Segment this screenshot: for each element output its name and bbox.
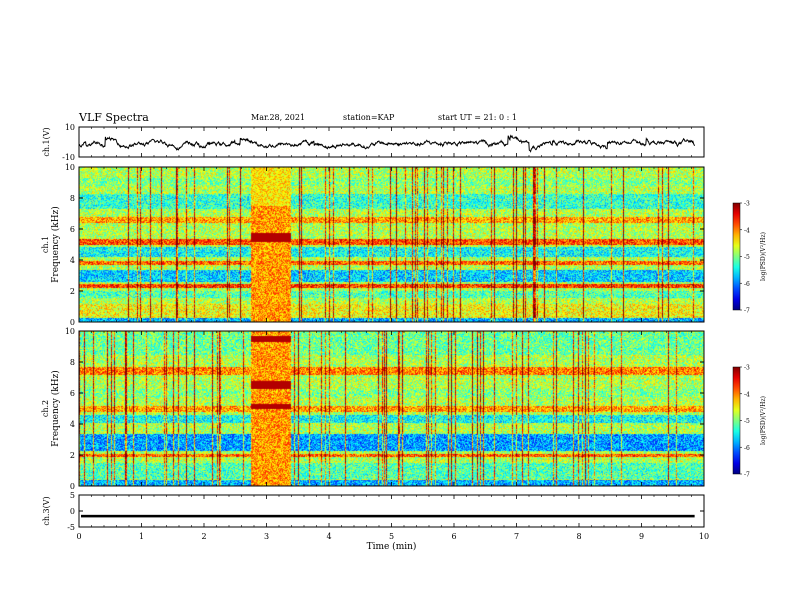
spec-ytick-label: 6 xyxy=(70,225,75,234)
x-tick-label: 2 xyxy=(201,532,206,541)
x-tick-label: 10 xyxy=(699,532,709,541)
colorbar-tick-label: -6 xyxy=(744,281,750,288)
ch3-ytick-label: 5 xyxy=(70,491,75,500)
spectrogram-ch2 xyxy=(79,331,704,486)
panel-frame-1 xyxy=(78,126,705,158)
x-tick-label: 8 xyxy=(576,532,581,541)
spec-ylabel: Frequency (kHz) xyxy=(50,370,61,447)
colorbar-label: log(PSD)(V²/Hz) xyxy=(760,232,767,281)
colorbar-tick-label: -7 xyxy=(744,472,750,479)
x-tick-label: 1 xyxy=(139,532,144,541)
x-tick-label: 5 xyxy=(389,532,394,541)
spec-channel-label: ch.1 xyxy=(41,236,50,253)
ch1-waveform xyxy=(78,134,696,153)
ch3-ylabel: ch.3(V) xyxy=(42,496,51,525)
spectrogram-ch1 xyxy=(79,167,704,322)
ch3-ytick-label: -5 xyxy=(67,523,75,532)
colorbar-label: log(PSD)(V²/Hz) xyxy=(760,396,767,445)
x-tick-label: 7 xyxy=(514,532,519,541)
x-tick-label: 3 xyxy=(264,532,269,541)
ch1-ytick-label: -10 xyxy=(62,153,75,162)
spec-ytick-label: 8 xyxy=(70,358,75,367)
figure-title: VLF Spectra xyxy=(79,111,149,124)
spec-ytick-label: 6 xyxy=(70,389,75,398)
x-tick-label: 6 xyxy=(451,532,456,541)
colorbar-tick-label: -6 xyxy=(744,445,750,452)
colorbar-tick-label: -4 xyxy=(744,227,750,234)
ch3-ytick-label: 0 xyxy=(70,507,75,516)
start-time-label: start UT = 21: 0 : 1 xyxy=(438,113,517,122)
x-axis-label: Time (min) xyxy=(367,541,417,552)
ch1-ylabel: ch.1(V) xyxy=(42,127,51,156)
spec-ytick-label: 4 xyxy=(70,256,75,265)
colorbar-tick-label: -5 xyxy=(744,254,750,261)
colorbar-ch2 xyxy=(732,366,741,475)
spec-ytick-label: 0 xyxy=(70,318,75,327)
colorbar-tick-label: -4 xyxy=(744,391,750,398)
spec-ytick-label: 4 xyxy=(70,420,75,429)
spec-ytick-label: 0 xyxy=(70,482,75,491)
date-label: Mar.28, 2021 xyxy=(251,113,306,122)
spec-ytick-label: 2 xyxy=(70,287,75,296)
spec-ytick-label: 10 xyxy=(65,163,75,172)
ch3-signal-band xyxy=(81,514,695,518)
ch1-ytick-label: 10 xyxy=(65,123,75,132)
panel-frame-4 xyxy=(78,494,705,528)
spec-ytick-label: 10 xyxy=(65,327,75,336)
x-tick-label: 0 xyxy=(76,532,81,541)
colorbar-tick-label: -3 xyxy=(744,365,750,372)
colorbar-tick-label: -3 xyxy=(744,201,750,208)
spec-ylabel: Frequency (kHz) xyxy=(50,206,61,283)
spec-ytick-label: 2 xyxy=(70,451,75,460)
colorbar-tick-label: -7 xyxy=(744,308,750,315)
colorbar-ch1 xyxy=(732,202,741,311)
colorbar-tick-label: -5 xyxy=(744,418,750,425)
x-tick-label: 4 xyxy=(326,532,331,541)
station-label: station=KAP xyxy=(343,113,395,122)
x-tick-label: 9 xyxy=(639,532,644,541)
spec-channel-label: ch.2 xyxy=(41,400,50,417)
spec-ytick-label: 8 xyxy=(70,194,75,203)
